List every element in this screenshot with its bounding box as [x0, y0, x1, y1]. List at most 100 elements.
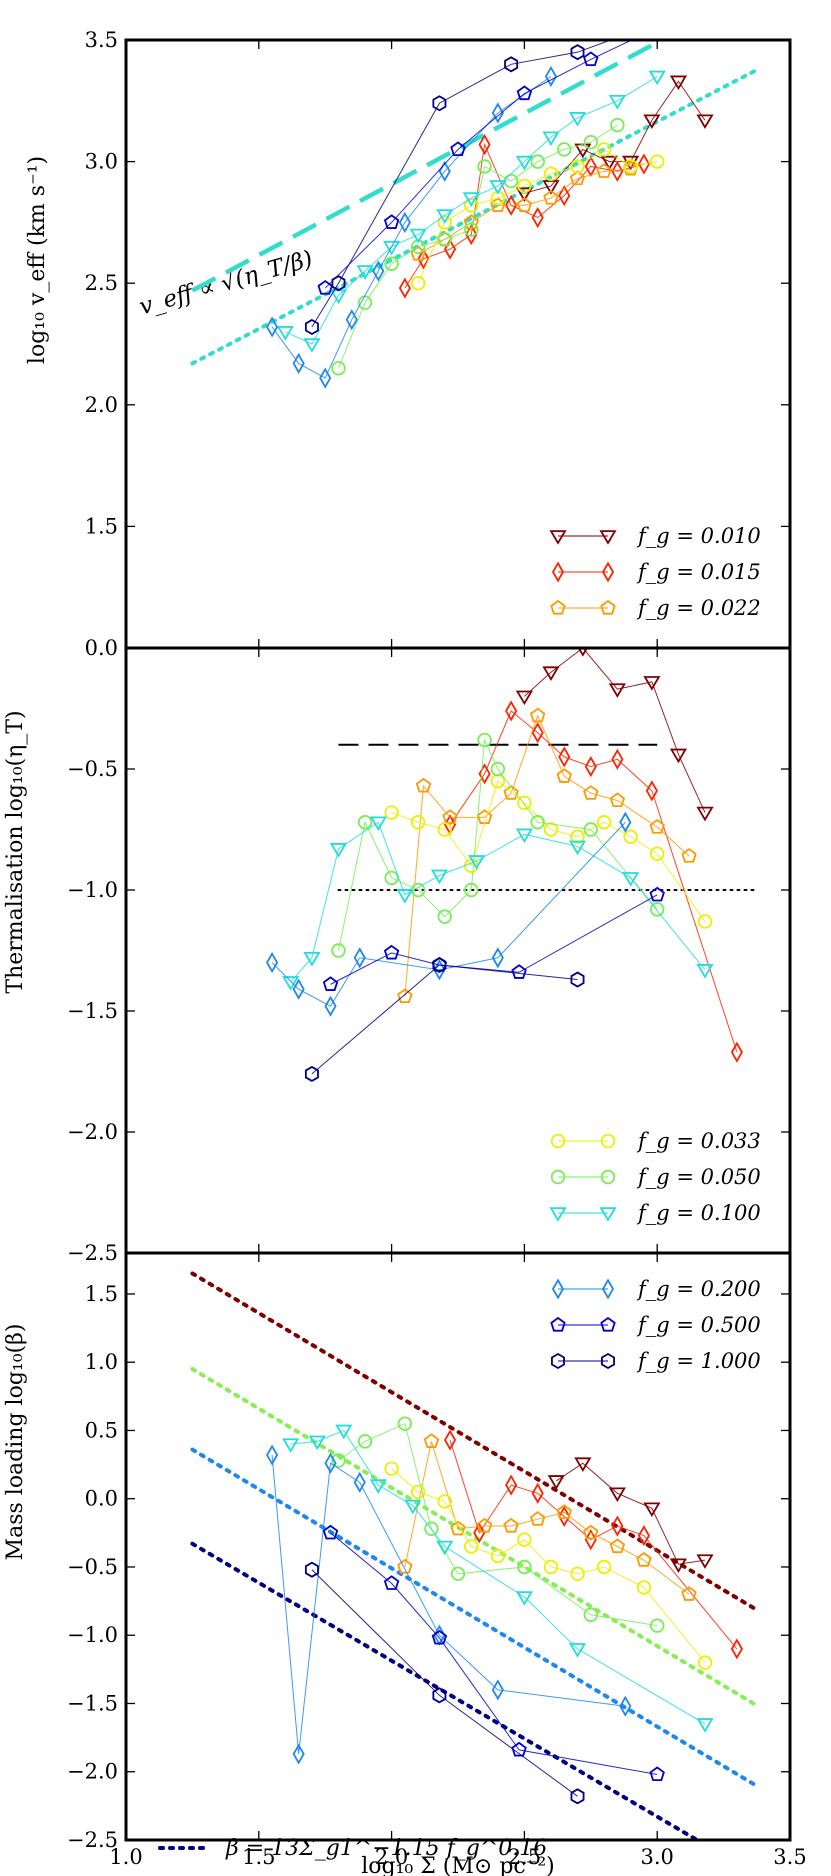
- data-point-middle-0.500-1: [383, 944, 400, 960]
- legend-marker-middle-2-a: [549, 1207, 567, 1222]
- legend-marker-bottom-2-b: [601, 1352, 615, 1370]
- data-point-bottom-0.022-6: [556, 1504, 572, 1519]
- data-point-bottom-0.022-9: [636, 1552, 652, 1567]
- data-point-bottom-0.050-7: [650, 1618, 665, 1633]
- data-point-middle-0.050-6: [477, 732, 492, 748]
- data-point-bottom-0.200-6: [619, 1695, 632, 1717]
- data-point-bottom-0.033-2: [437, 1494, 452, 1509]
- data-point-bottom-1.000-2: [570, 1788, 585, 1805]
- data-point-top-0.015-9: [611, 160, 624, 182]
- data-point-middle-0.010-4: [643, 676, 661, 691]
- data-point-middle-0.010-0: [515, 690, 533, 706]
- data-point-bottom-0.015-2: [505, 1474, 518, 1496]
- data-point-bottom-0.022-2: [450, 1520, 466, 1536]
- legend-marker-bottom-1-b: [600, 1316, 616, 1332]
- data-point-bottom-0.100-4: [404, 1499, 422, 1515]
- data-point-bottom-0.050-2: [397, 1416, 413, 1431]
- data-point-bottom-0.022-8: [609, 1538, 626, 1554]
- data-point-middle-0.015-8: [730, 1041, 743, 1063]
- series-line-top-0.033: [417, 148, 658, 284]
- data-point-middle-0.050-0: [331, 943, 346, 958]
- data-point-top-0.100-10: [542, 131, 560, 147]
- ytick-label-bottom-1: −2.0: [67, 1760, 118, 1784]
- data-point-top-1.000-3: [504, 56, 519, 73]
- data-point-top-0.200-7: [491, 102, 504, 124]
- data-point-middle-0.500-4: [649, 886, 665, 902]
- data-point-middle-0.200-1: [292, 978, 305, 1000]
- data-point-bottom-0.010-0: [547, 1475, 565, 1490]
- data-point-top-0.015-10: [637, 153, 650, 175]
- xtick-label-2: 2.0: [375, 1845, 408, 1869]
- data-point-bottom-0.500-3: [511, 1741, 527, 1757]
- series-line-bottom-0.050: [338, 1422, 658, 1627]
- data-point-bottom-1.000-0: [304, 1561, 319, 1578]
- data-point-top-0.050-2: [384, 256, 399, 271]
- data-point-bottom-0.022-5: [529, 1511, 546, 1526]
- data-point-top-0.015-3: [465, 224, 478, 246]
- data-point-top-0.100-13: [648, 70, 666, 86]
- data-point-top-0.022-5: [543, 189, 559, 205]
- ytick-label-bottom-4: −0.5: [67, 1555, 118, 1579]
- data-point-middle-0.022-4: [503, 785, 519, 800]
- data-point-bottom-0.050-4: [450, 1566, 466, 1582]
- data-point-top-0.015-7: [558, 185, 571, 207]
- data-point-top-0.100-4: [383, 240, 401, 256]
- data-point-bottom-0.022-4: [503, 1517, 519, 1533]
- data-point-bottom-0.033-7: [570, 1566, 585, 1582]
- ytick-label-middle-5: 0.0: [85, 636, 118, 660]
- data-point-bottom-0.200-5: [491, 1679, 504, 1701]
- ytick-label-middle-1: −2.0: [67, 1120, 118, 1144]
- data-point-top-0.022-6: [569, 170, 586, 186]
- xtick-label-3: 2.5: [508, 1845, 541, 1869]
- data-point-bottom-0.015-5: [584, 1529, 597, 1551]
- data-point-middle-0.015-7: [645, 780, 658, 802]
- data-point-top-0.010-0: [515, 187, 533, 202]
- data-point-bottom-0.100-5: [436, 1540, 454, 1556]
- ytick-label-bottom-3: −1.0: [67, 1623, 118, 1647]
- data-point-middle-0.010-1: [542, 666, 560, 681]
- data-point-middle-0.033-0: [384, 805, 399, 820]
- data-point-bottom-0.015-1: [473, 1522, 486, 1544]
- data-point-middle-0.200-4: [433, 959, 446, 981]
- series-line-middle-0.022: [404, 714, 690, 997]
- xtick-label-5: 3.5: [773, 1845, 806, 1869]
- legend-top: f_g = 0.010 f_g = 0.015 f_g = 0.022: [549, 524, 761, 620]
- data-point-top-0.100-7: [462, 192, 480, 207]
- panel-bottom-plot: −2.5 −2.0 −1.5 −1.0 −0.5 0.0 0.5 1.0 1.5 f_g = 0.…: [67, 1251, 792, 1852]
- data-point-middle-0.100-0: [282, 976, 300, 991]
- data-point-top-0.200-5: [398, 211, 411, 233]
- data-point-bottom-0.200-0: [266, 1444, 279, 1466]
- data-point-middle-0.022-9: [649, 818, 665, 834]
- data-point-top-0.100-2: [329, 289, 348, 305]
- data-point-middle-0.200-2: [324, 995, 337, 1017]
- ytick-label-middle-0: −2.5: [67, 1241, 118, 1265]
- data-point-bottom-0.100-6: [515, 1591, 533, 1606]
- data-point-top-0.033-6: [570, 159, 585, 174]
- data-point-top-1.000-0: [304, 318, 319, 336]
- ytick-label-top-1: 2.0: [85, 393, 118, 417]
- data-point-top-0.022-7: [596, 163, 612, 178]
- ref-line-bottom-2: [190, 1447, 761, 1789]
- data-point-top-0.100-5: [409, 228, 427, 244]
- series-line-middle-0.050: [337, 738, 658, 951]
- series-line-top-0.050: [338, 124, 618, 369]
- series-line-top-0.010: [524, 80, 706, 194]
- data-point-bottom-0.033-1: [410, 1484, 426, 1500]
- panel-bottom-data: [190, 1271, 761, 1840]
- panel-middle: Thermalisation log₁₀(η_T): [3, 710, 28, 993]
- data-point-top-0.010-4: [622, 155, 640, 171]
- data-point-bottom-0.050-6: [583, 1607, 599, 1622]
- data-point-middle-0.022-0: [397, 988, 413, 1004]
- data-point-top-0.050-0: [331, 361, 346, 376]
- data-point-bottom-0.033-8: [596, 1559, 612, 1575]
- data-point-bottom-0.500-4: [649, 1766, 665, 1782]
- data-point-middle-0.015-6: [611, 748, 624, 770]
- ytick-label-top-2: 2.5: [85, 271, 118, 295]
- legend-marker-middle-1-a: [550, 1169, 566, 1185]
- data-point-top-0.050-5: [464, 222, 479, 237]
- data-point-bottom-0.010-4: [669, 1558, 688, 1574]
- legend-marker-top-1-b: [601, 561, 615, 583]
- series-line-middle-0.010: [524, 648, 706, 813]
